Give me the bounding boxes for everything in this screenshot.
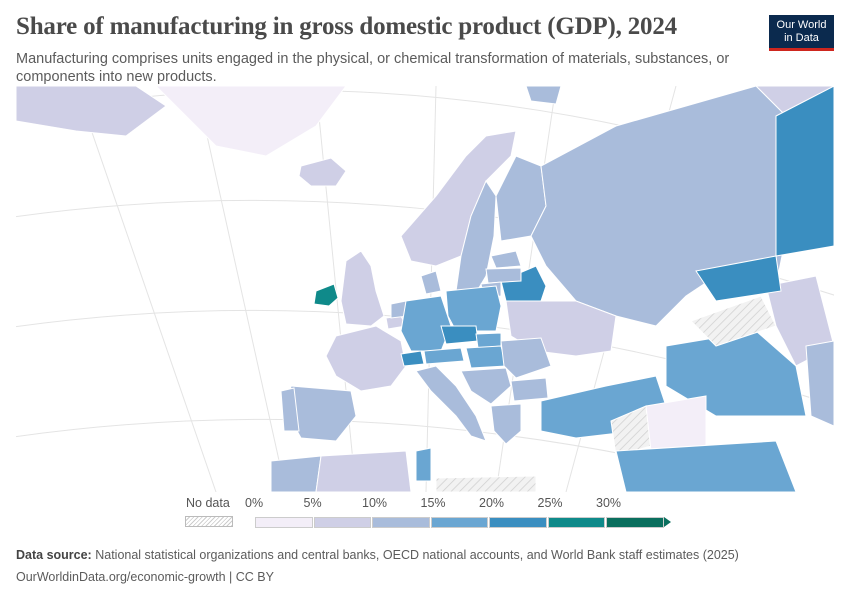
region-tunisia bbox=[415, 447, 432, 482]
legend-swatch[interactable] bbox=[489, 517, 547, 528]
region-france bbox=[325, 325, 407, 392]
region-balkans bbox=[460, 367, 512, 405]
legend-tick-label: 0% bbox=[245, 496, 264, 510]
region-libya-nodata bbox=[435, 475, 537, 492]
region-austria bbox=[423, 347, 465, 365]
region-hungary bbox=[465, 345, 507, 369]
legend-nodata-swatch[interactable] bbox=[185, 516, 233, 527]
region-germany bbox=[400, 295, 452, 352]
region-estonia bbox=[490, 250, 522, 269]
owid-logo[interactable]: Our World in Data bbox=[769, 15, 834, 51]
region-switzerland bbox=[400, 350, 425, 367]
logo-line-2: in Data bbox=[784, 32, 819, 44]
legend-tick-label: 30% bbox=[596, 496, 622, 510]
legend-swatch[interactable] bbox=[606, 517, 664, 528]
legend-tick-label: 25% bbox=[537, 496, 563, 510]
region-canada bbox=[16, 86, 167, 137]
chart-subtitle: Manufacturing comprises units engaged in… bbox=[16, 51, 730, 85]
legend-nodata-label: No data bbox=[186, 496, 230, 510]
footer-url[interactable]: OurWorldinData.org/economic-growth | CC … bbox=[16, 570, 274, 584]
region-ireland bbox=[313, 283, 339, 307]
europe-map bbox=[16, 86, 834, 492]
region-kazakhstan bbox=[775, 86, 834, 257]
region-iraq bbox=[645, 395, 707, 452]
region-greenland bbox=[155, 86, 347, 157]
region-poland bbox=[445, 285, 502, 332]
legend-swatch[interactable] bbox=[372, 517, 430, 528]
region-turkmenistan bbox=[805, 340, 834, 427]
data-source: Data source: National statistical organi… bbox=[16, 548, 739, 562]
region-romania bbox=[500, 337, 552, 379]
region-latvia bbox=[485, 267, 522, 284]
legend-swatch[interactable] bbox=[255, 517, 313, 528]
region-belarus bbox=[500, 265, 547, 302]
legend-tick-label: 15% bbox=[420, 496, 446, 510]
data-source-text: National statistical organizations and c… bbox=[95, 548, 739, 562]
legend-swatch[interactable] bbox=[313, 517, 371, 528]
region-iceland bbox=[298, 157, 347, 187]
legend-tick-label: 20% bbox=[479, 496, 505, 510]
region-georgia-area bbox=[695, 255, 782, 302]
region-norway bbox=[400, 130, 517, 267]
region-united-kingdom bbox=[340, 250, 385, 327]
region-czechia bbox=[440, 325, 479, 345]
region-saudi-arabia bbox=[615, 440, 797, 492]
legend-swatch[interactable] bbox=[430, 517, 488, 528]
legend-swatch[interactable] bbox=[547, 517, 605, 528]
legend-arrow bbox=[663, 517, 671, 527]
chart-title: Share of manufacturing in gross domestic… bbox=[16, 13, 677, 40]
data-source-label: Data source: bbox=[16, 548, 92, 562]
region-algeria bbox=[315, 450, 412, 492]
region-morocco bbox=[270, 455, 322, 492]
legend-tick-label: 5% bbox=[303, 496, 322, 510]
color-legend: No data 0% 5% 10% 15% 20% 25% 30% bbox=[180, 496, 680, 536]
region-bulgaria bbox=[510, 377, 549, 402]
region-greece bbox=[490, 403, 522, 445]
region-svalbard bbox=[525, 86, 562, 105]
logo-line-1: Our World bbox=[776, 19, 827, 31]
region-denmark bbox=[420, 270, 442, 295]
region-italy bbox=[415, 365, 487, 442]
legend-tick-label: 10% bbox=[362, 496, 388, 510]
region-portugal bbox=[280, 387, 300, 432]
